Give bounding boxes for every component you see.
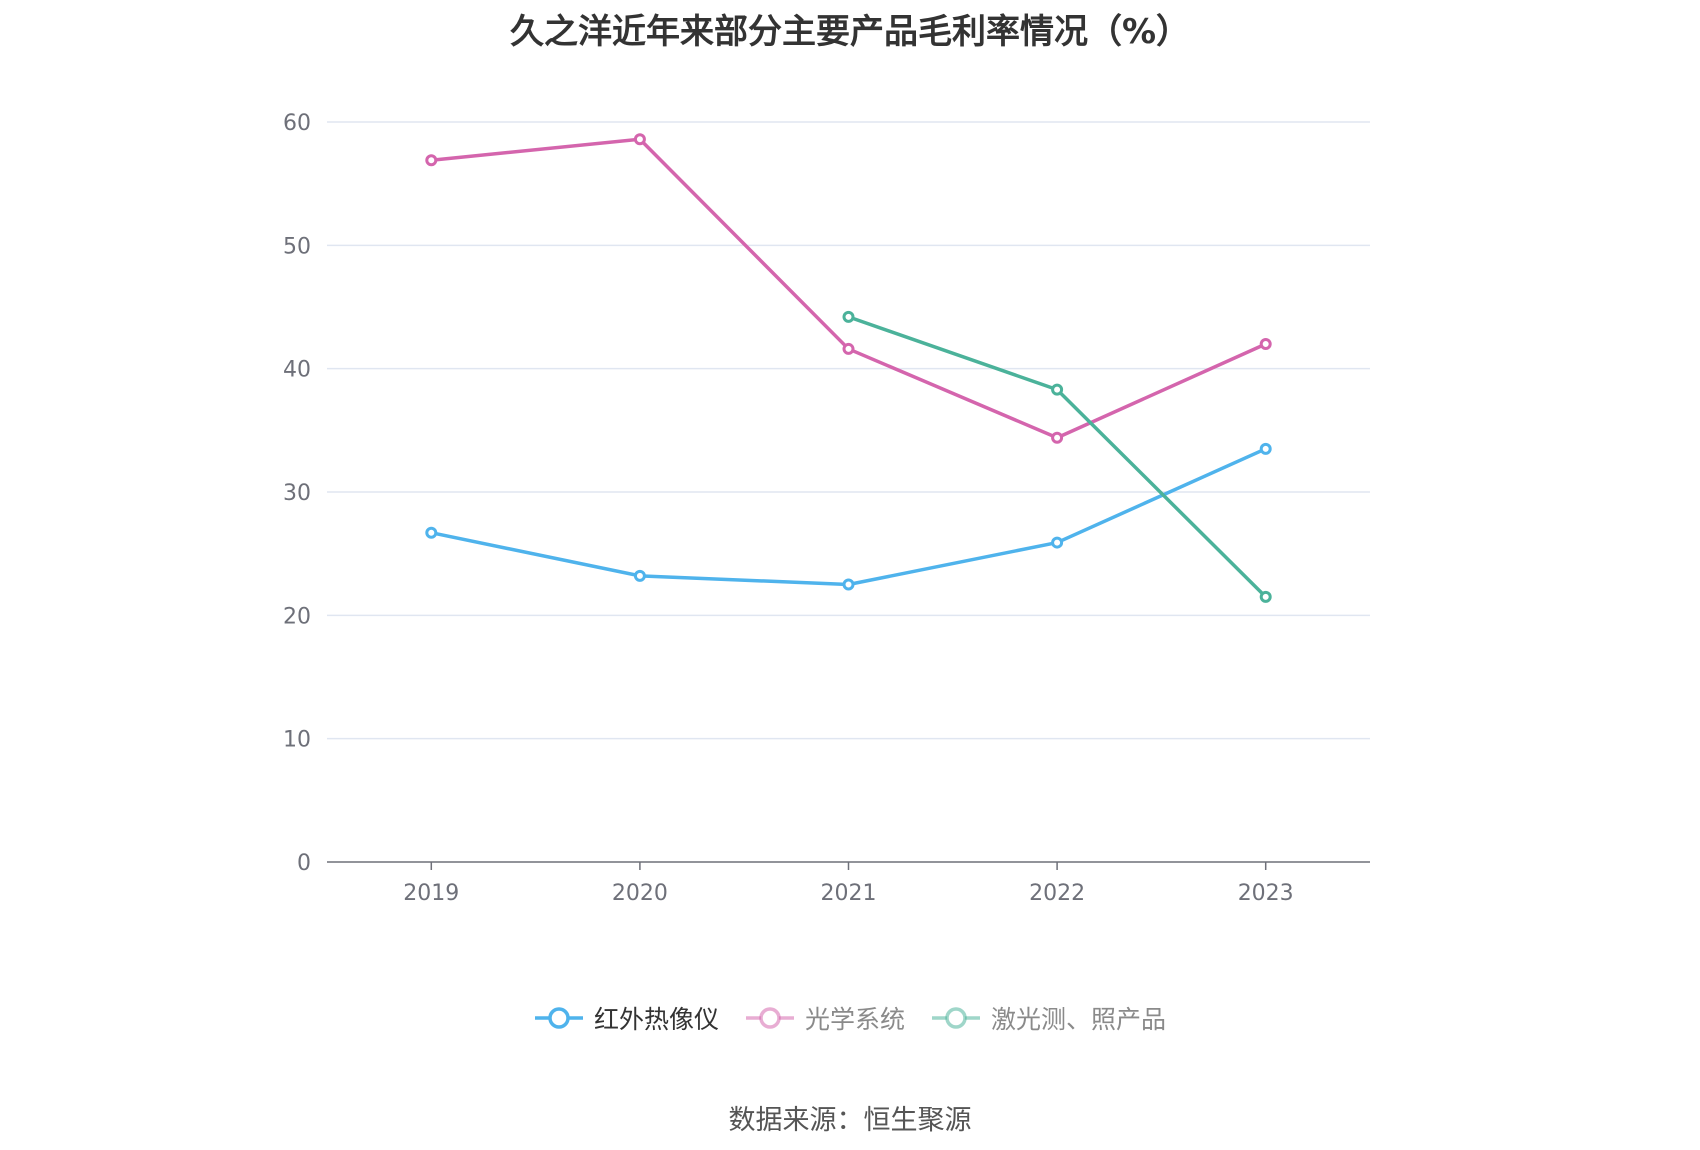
series-line xyxy=(430,447,1267,587)
x-tick-label: 2020 xyxy=(612,881,668,906)
data-point[interactable] xyxy=(1259,442,1272,455)
data-point[interactable] xyxy=(842,310,855,323)
data-point[interactable] xyxy=(1259,338,1272,350)
data-point[interactable] xyxy=(1259,590,1272,603)
series-line xyxy=(431,137,1267,440)
y-tick-label: 20 xyxy=(283,604,311,629)
legend-label: 光学系统 xyxy=(804,1005,905,1034)
legend-label: 激光测、照产品 xyxy=(991,1005,1167,1034)
x-tick-label: 2022 xyxy=(1029,881,1085,906)
legend-label: 红外热像仪 xyxy=(593,1005,719,1034)
legend-item[interactable]: 红外热像仪 xyxy=(534,1000,719,1036)
series-line xyxy=(847,315,1267,599)
x-tick-label: 2023 xyxy=(1238,881,1294,906)
series-3 xyxy=(842,310,1272,603)
data-source: 数据来源：恒生聚源 xyxy=(728,1105,972,1136)
legend-line-circle-icon xyxy=(932,1007,980,1029)
data-point[interactable] xyxy=(425,154,438,167)
y-axis-ticks: 0 10 20 30 40 50 60 xyxy=(283,111,311,876)
series-1 xyxy=(425,442,1272,591)
x-tick-label: 2019 xyxy=(403,881,459,906)
x-axis: 2019 2020 2021 2022 2023 xyxy=(327,861,1370,906)
y-tick-label: 60 xyxy=(283,111,311,136)
series-group xyxy=(425,133,1272,603)
legend-item[interactable]: 激光测、照产品 xyxy=(931,1000,1166,1036)
data-point[interactable] xyxy=(1051,383,1064,396)
y-tick-label: 0 xyxy=(297,851,311,876)
series-2 xyxy=(425,133,1272,444)
legend: 红外热像仪 光学系统 激光测、照产品 xyxy=(0,1000,1700,1036)
y-tick-label: 10 xyxy=(283,728,311,753)
legend-item[interactable]: 光学系统 xyxy=(745,1000,905,1036)
legend-line-circle-icon xyxy=(745,1007,794,1029)
y-tick-label: 40 xyxy=(283,358,311,383)
y-tick-label: 30 xyxy=(283,481,311,506)
data-point[interactable] xyxy=(1051,431,1064,444)
x-tick-label: 2021 xyxy=(821,881,877,906)
data-point[interactable] xyxy=(633,133,646,146)
data-point[interactable] xyxy=(1051,536,1064,549)
data-point[interactable] xyxy=(425,526,438,539)
y-tick-label: 50 xyxy=(283,234,311,259)
data-point[interactable] xyxy=(842,578,855,591)
data-point[interactable] xyxy=(633,569,646,582)
gridlines xyxy=(327,121,1370,740)
data-point[interactable] xyxy=(842,342,855,355)
chart-title: 久之洋近年来部分主要产品毛利率情况（%） xyxy=(509,12,1191,52)
legend-line-circle-icon xyxy=(534,1007,583,1029)
